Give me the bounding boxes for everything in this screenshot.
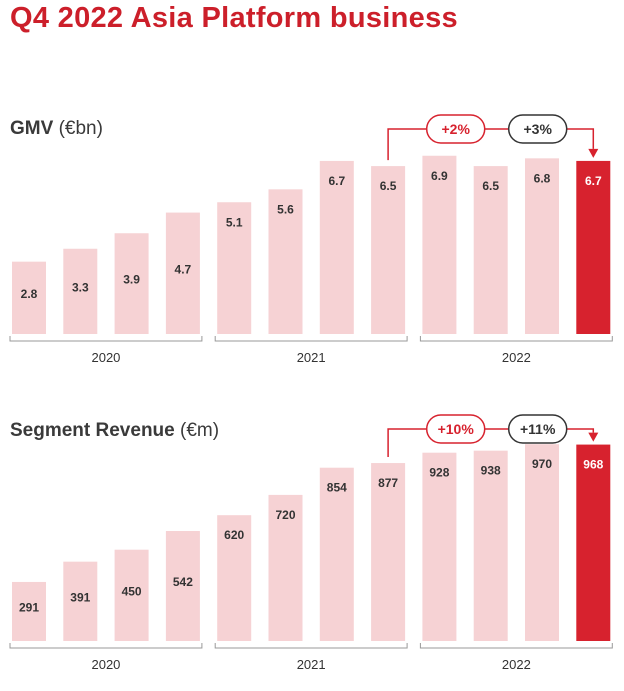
gmv-growth-pill-label-1: +2% — [441, 121, 470, 137]
gmv-growth-pill-2 — [507, 114, 568, 144]
revenue-growth-arrow-icon — [588, 432, 599, 442]
revenue-bar-2 — [63, 561, 98, 641]
revenue-year-label-3: 2022 — [502, 657, 531, 672]
revenue-year-bracket-2 — [214, 643, 408, 649]
revenue-bar-7 — [319, 467, 354, 641]
gmv-year-bracket-1 — [9, 336, 203, 342]
page-title: Q4 2022 Asia Platform business — [10, 2, 458, 34]
gmv-bar-chart: 2.8 3.3 3.9 4.7 5.1 5.6 6.7 6.5 6.9 6.5 6.8 6.7 2020… — [9, 114, 613, 365]
revenue-bar-11 — [525, 444, 559, 641]
gmv-value-label-8: 6.5 — [380, 179, 397, 193]
revenue-bar-8 — [371, 463, 406, 641]
revenue-bar-12 — [576, 444, 611, 641]
gmv-year-label-1: 2020 — [91, 350, 120, 365]
revenue-bar-chart: 291 391 450 542 620 720 854 877 928 938 970 968 2020… — [9, 414, 613, 672]
gmv-bar-6 — [268, 189, 303, 334]
gmv-growth-pill-1 — [425, 114, 486, 144]
revenue-growth-pill-label-2: +11% — [520, 421, 556, 437]
gmv-value-label-3: 3.9 — [123, 273, 140, 287]
gmv-chart-title: GMV (€bn) — [10, 118, 103, 140]
revenue-year-bracket-3 — [419, 643, 613, 649]
gmv-title-unit: (€bn) — [58, 118, 103, 139]
revenue-bar-10 — [473, 450, 508, 641]
gmv-value-label-5: 5.1 — [226, 215, 243, 229]
gmv-year-label-3: 2022 — [502, 350, 531, 365]
gmv-value-label-7: 6.7 — [328, 174, 345, 188]
revenue-title-text: Segment Revenue — [10, 420, 175, 441]
revenue-bar-5 — [217, 515, 252, 641]
gmv-bar-9 — [422, 155, 457, 334]
revenue-title-unit: (€m) — [180, 420, 220, 441]
gmv-year-label-2: 2021 — [297, 350, 326, 365]
revenue-year-bracket-1 — [9, 643, 203, 649]
gmv-growth-connector — [387, 128, 595, 161]
gmv-year-bracket-2 — [214, 336, 408, 342]
gmv-value-label-12: 6.7 — [585, 174, 602, 188]
revenue-year-label-2: 2021 — [297, 657, 326, 672]
gmv-growth-pill-label-2: +3% — [523, 121, 552, 137]
gmv-value-label-1: 2.8 — [21, 287, 38, 301]
revenue-bar-6 — [268, 494, 303, 641]
revenue-bar-1 — [12, 581, 46, 641]
revenue-value-label-6: 720 — [275, 508, 295, 522]
gmv-bar-8 — [371, 166, 406, 334]
revenue-value-label-1: 291 — [19, 600, 39, 614]
revenue-value-label-3: 450 — [122, 584, 142, 598]
revenue-value-label-12: 968 — [583, 458, 603, 472]
revenue-year-label-1: 2020 — [91, 657, 120, 672]
gmv-value-label-4: 4.7 — [175, 262, 192, 276]
revenue-bar-9 — [422, 452, 457, 641]
revenue-value-label-2: 391 — [70, 590, 90, 604]
revenue-value-label-5: 620 — [224, 528, 244, 542]
gmv-value-label-2: 3.3 — [72, 280, 89, 294]
revenue-growth-pill-2 — [507, 414, 568, 444]
gmv-bar-1 — [12, 261, 46, 334]
gmv-bar-10 — [473, 166, 508, 334]
gmv-value-label-9: 6.9 — [431, 169, 448, 183]
gmv-year-bracket-3 — [419, 336, 613, 342]
revenue-chart-title: Segment Revenue (€m) — [10, 420, 219, 442]
revenue-value-label-11: 970 — [532, 457, 552, 471]
revenue-bar-3 — [114, 549, 149, 641]
gmv-bar-4 — [165, 212, 200, 334]
revenue-value-label-8: 877 — [378, 476, 398, 490]
gmv-bar-7 — [319, 160, 354, 334]
revenue-value-label-9: 928 — [429, 466, 449, 480]
revenue-growth-pill-label-1: +10% — [438, 421, 475, 437]
gmv-bar-2 — [63, 248, 98, 334]
gmv-value-label-10: 6.5 — [482, 179, 499, 193]
gmv-title-text: GMV — [10, 118, 54, 139]
revenue-bar-4 — [165, 531, 200, 641]
gmv-value-label-6: 5.6 — [277, 202, 294, 216]
revenue-value-label-4: 542 — [173, 575, 193, 589]
gmv-bar-12 — [576, 160, 611, 334]
revenue-growth-pill-1 — [425, 414, 486, 444]
gmv-value-label-11: 6.8 — [534, 171, 551, 185]
revenue-growth-connector — [387, 428, 595, 458]
gmv-growth-arrow-icon — [588, 148, 599, 158]
revenue-value-label-7: 854 — [327, 481, 347, 495]
gmv-bar-11 — [525, 158, 559, 334]
revenue-value-label-10: 938 — [481, 464, 501, 478]
gmv-bar-5 — [217, 202, 252, 334]
gmv-bar-3 — [114, 233, 149, 334]
